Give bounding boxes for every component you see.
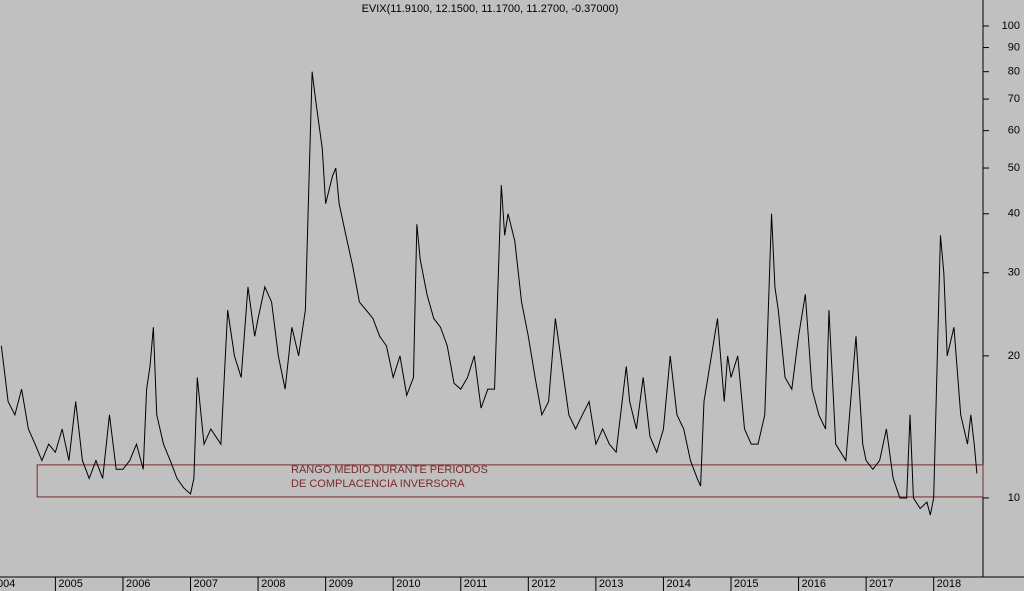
x-tick-label: 2016	[802, 578, 826, 590]
chart-title: EVIX(11.9100, 12.1500, 11.1700, 11.2700,…	[362, 3, 619, 15]
x-tick-label: 2013	[599, 578, 623, 590]
x-tick-label: 2008	[261, 578, 285, 590]
annotation-text: RANGO MEDIO DURANTE PERIODOS	[291, 464, 488, 476]
y-tick-label: 90	[1008, 41, 1020, 53]
y-tick-label: 40	[1008, 208, 1020, 220]
x-tick-label: 2018	[937, 578, 961, 590]
x-tick-label: 2007	[194, 578, 218, 590]
y-tick-label: 30	[1008, 267, 1020, 279]
y-tick-label: 70	[1008, 93, 1020, 105]
annotation-box	[36, 464, 984, 498]
x-tick-label: 2012	[531, 578, 555, 590]
x-tick-label: 2006	[126, 578, 150, 590]
x-tick-label: 2009	[329, 578, 353, 590]
y-tick-label: 10	[1008, 492, 1020, 504]
x-tick-label: 2014	[666, 578, 690, 590]
x-tick-label: 2005	[58, 578, 82, 590]
x-tick-label: 2017	[869, 578, 893, 590]
y-tick-label: 100	[1002, 20, 1020, 32]
y-tick-label: 20	[1008, 350, 1020, 362]
vix-line	[0, 71, 978, 516]
x-tick-label: 2010	[396, 578, 420, 590]
annotation-text: DE COMPLACENCIA INVERSORA	[291, 478, 465, 490]
y-tick-label: 50	[1008, 162, 1020, 174]
x-tick-label: 2011	[464, 578, 488, 590]
x-tick-label: 2015	[734, 578, 758, 590]
y-tick-label: 80	[1008, 66, 1020, 78]
y-tick-label: 60	[1008, 125, 1020, 137]
x-tick-label: 2004	[0, 578, 15, 590]
